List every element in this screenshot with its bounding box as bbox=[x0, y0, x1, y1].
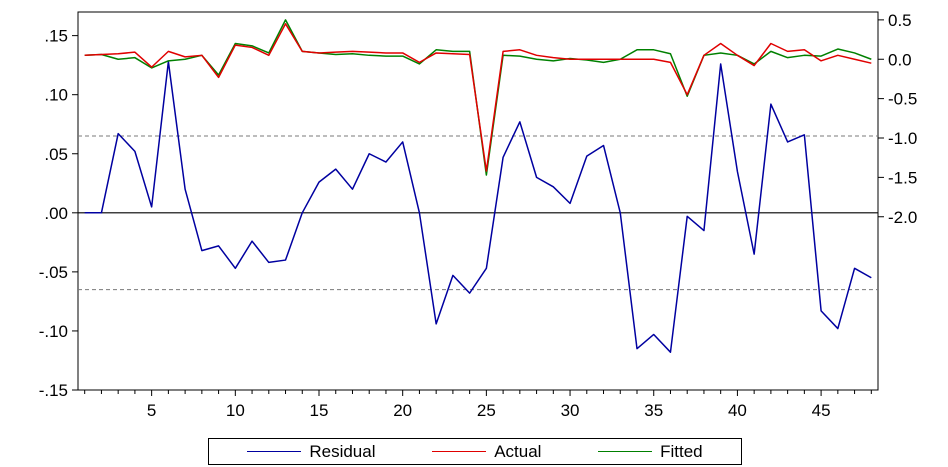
left-tick-label: .00 bbox=[44, 204, 68, 223]
left-axis: .15 .10 .05 .00 -.05 -.10 -.15 bbox=[39, 27, 78, 400]
legend-label-residual: Residual bbox=[309, 441, 376, 461]
left-tick-label: -.10 bbox=[39, 322, 68, 341]
legend-item-residual: Residual bbox=[247, 441, 376, 462]
legend-item-fitted: Fitted bbox=[598, 442, 703, 462]
right-axis: 0.5 0.0 -0.5 -1.0 -1.5 -2.0 bbox=[878, 11, 917, 227]
right-tick-label: 0.5 bbox=[888, 11, 912, 30]
left-tick-label: .15 bbox=[44, 27, 68, 46]
right-tick-label: -1.5 bbox=[888, 168, 917, 187]
x-tick-label: 10 bbox=[226, 401, 245, 420]
plot-border bbox=[77, 11, 879, 391]
left-tick-label: .05 bbox=[44, 145, 68, 164]
left-tick-label: -.05 bbox=[39, 263, 68, 282]
x-tick-label: 5 bbox=[147, 401, 156, 420]
right-tick-label: -0.5 bbox=[888, 90, 917, 109]
reference-lines bbox=[78, 135, 878, 291]
left-tick-label: -.15 bbox=[39, 381, 68, 400]
legend: Residual Actual Fitted bbox=[208, 438, 742, 465]
legend-swatch-residual bbox=[247, 451, 302, 452]
series-line-fitted bbox=[84, 19, 872, 176]
plot-frame bbox=[77, 11, 879, 391]
x-tick-label: 15 bbox=[310, 401, 329, 420]
legend-label-fitted: Fitted bbox=[660, 441, 703, 461]
legend-label-actual: Actual bbox=[494, 441, 542, 461]
x-axis: 5 10 15 20 25 30 35 40 45 bbox=[84, 390, 872, 420]
series-line-actual bbox=[84, 23, 872, 172]
series-line-residual bbox=[84, 60, 872, 353]
right-tick-label: 0.0 bbox=[888, 50, 912, 69]
x-tick-label: 40 bbox=[728, 401, 747, 420]
right-tick-label: -1.0 bbox=[888, 129, 917, 148]
x-tick-label: 20 bbox=[393, 401, 412, 420]
legend-swatch-fitted bbox=[598, 451, 653, 452]
x-tick-label: 35 bbox=[644, 401, 663, 420]
legend-item-actual: Actual bbox=[432, 442, 541, 462]
x-tick-label: 45 bbox=[812, 401, 831, 420]
left-tick-label: .10 bbox=[44, 86, 68, 105]
right-tick-label: -2.0 bbox=[888, 208, 917, 227]
x-tick-label: 25 bbox=[477, 401, 496, 420]
x-tick-label: 30 bbox=[561, 401, 580, 420]
series-layer bbox=[84, 19, 872, 353]
legend-swatch-actual bbox=[432, 451, 487, 452]
